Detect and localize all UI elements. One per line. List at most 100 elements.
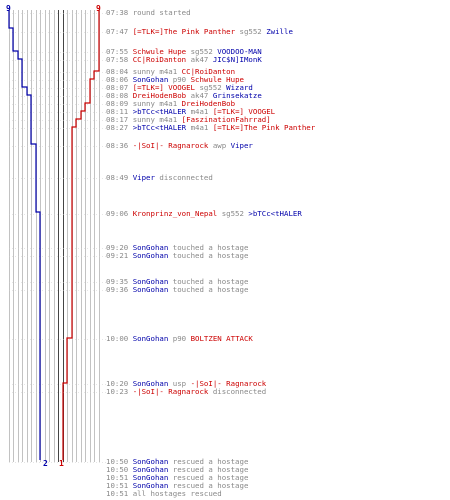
event-time: 10:51: [106, 473, 129, 482]
event-player: SonGohan: [132, 251, 169, 260]
event-row: 10:51 SonGohan rescued a hostage: [106, 482, 248, 490]
event-time: 10:20: [106, 379, 129, 388]
event-player: [=TLK=]The Pink Panther: [132, 27, 236, 36]
event-time: 07:58: [106, 55, 129, 64]
event-time: 09:06: [106, 209, 129, 218]
event-row: 08:04 sunny m4a1 CC|RoiDanton: [106, 68, 235, 76]
event-action: rescued a hostage: [172, 457, 249, 466]
event-row: 09:21 SonGohan touched a hostage: [106, 252, 248, 260]
event-victim: CC|RoiDanton: [181, 67, 236, 76]
event-player: Viper: [132, 173, 155, 182]
event-row: 09:36 SonGohan touched a hostage: [106, 286, 248, 294]
event-action: awp: [212, 141, 227, 150]
event-player: SonGohan: [132, 457, 169, 466]
event-time: 07:47: [106, 27, 129, 36]
team-red-end-count: 1: [59, 459, 64, 468]
event-victim: [=TLK=] VOOGEL: [212, 107, 276, 116]
event-player: >bTCc<tHALER: [132, 107, 187, 116]
event-action: m4a1: [190, 123, 209, 132]
event-row: 07:47 [=TLK=]The Pink Panther sg552 Zwil…: [106, 28, 293, 36]
event-row: 09:20 SonGohan touched a hostage: [106, 244, 248, 252]
event-row: 08:49 Viper disconnected: [106, 174, 213, 182]
event-time: 10:00: [106, 334, 129, 343]
event-row: 08:08 DreiHodenBob ak47 Grinsekatze: [106, 92, 262, 100]
event-victim: Wizard: [226, 83, 253, 92]
event-player: sunny: [132, 67, 155, 76]
event-player: >bTCc<tHALER: [132, 123, 187, 132]
team-blue-alive-line: [8, 10, 41, 460]
event-action: touched a hostage: [172, 277, 249, 286]
event-time: 08:27: [106, 123, 129, 132]
event-row: 07:58 CC|RoiDanton ak47 JIC$N]IMonK: [106, 56, 262, 64]
event-row: 09:35 SonGohan touched a hostage: [106, 278, 248, 286]
event-victim: -|SoI|- Ragnarock: [190, 379, 267, 388]
event-action: m4a1: [159, 67, 178, 76]
event-victim: Schwule Hupe: [190, 75, 244, 84]
event-victim: >bTCc<tHALER: [248, 209, 302, 218]
event-time: 08:04: [106, 67, 129, 76]
event-player: SonGohan: [132, 334, 169, 343]
event-victim: Viper: [230, 141, 253, 150]
event-action: touched a hostage: [172, 243, 249, 252]
event-row: 09:06 Kronprinz_von_Nepal sg552 >bTCc<tH…: [106, 210, 302, 218]
event-time: 10:51: [106, 481, 129, 490]
event-row: 08:07 [=TLK=] VOOGEL sg552 Wizard: [106, 84, 253, 92]
event-time: 09:21: [106, 251, 129, 260]
event-player: SonGohan: [132, 243, 169, 252]
event-player: CC|RoiDanton: [132, 55, 187, 64]
event-player: SonGohan: [132, 379, 169, 388]
event-action: rescued a hostage: [172, 473, 249, 482]
event-victim: Grinsekatze: [212, 91, 262, 100]
event-action: disconnected: [159, 173, 213, 182]
event-row: 10:23 -|SoI|- Ragnarock disconnected: [106, 388, 266, 396]
event-time: 09:20: [106, 243, 129, 252]
event-action: touched a hostage: [172, 251, 249, 260]
event-time: 08:17: [106, 115, 129, 124]
event-action: sg552: [221, 209, 244, 218]
event-player: sunny: [132, 115, 155, 124]
event-action: ak47: [190, 91, 209, 100]
team-blue-end-count: 2: [43, 459, 48, 468]
event-time: 09:35: [106, 277, 129, 286]
event-victim: [FaszinationFahrrad]: [181, 115, 271, 124]
event-victim: [=TLK=]The Pink Panther: [212, 123, 316, 132]
event-player: SonGohan: [132, 473, 169, 482]
event-player: SonGohan: [132, 481, 169, 490]
team-red-start-count: 9: [96, 4, 101, 13]
event-row: 07:38 round started: [106, 9, 191, 17]
event-player: [=TLK=] VOOGEL: [132, 83, 195, 92]
event-player: SonGohan: [132, 75, 169, 84]
event-action: disconnected: [212, 387, 267, 396]
event-player: -|SoI|- Ragnarock: [132, 387, 209, 396]
event-action: touched a hostage: [172, 285, 249, 294]
event-player: DreiHodenBob: [132, 91, 187, 100]
event-action: sg552: [199, 83, 222, 92]
event-time: 07:55: [106, 47, 129, 56]
event-victim: DreiHodenBob: [181, 99, 236, 108]
event-action: ak47: [190, 55, 209, 64]
event-row: 10:20 SonGohan usp -|SoI|- Ragnarock: [106, 380, 266, 388]
event-action: p90: [172, 334, 187, 343]
event-victim: Zwille: [266, 27, 293, 36]
event-player: sunny: [132, 99, 155, 108]
round-event-log: 07:38 round started 07:47 [=TLK=]The Pin…: [106, 0, 450, 500]
event-action: sg552: [190, 47, 213, 56]
event-player: SonGohan: [132, 285, 169, 294]
event-player: Kronprinz_von_Nepal: [132, 209, 218, 218]
event-time: 08:06: [106, 75, 129, 84]
event-player: SonGohan: [132, 277, 169, 286]
alive-player-graph: [8, 10, 106, 463]
event-row: 10:50 SonGohan rescued a hostage: [106, 458, 248, 466]
event-time: 08:09: [106, 99, 129, 108]
event-action: usp: [172, 379, 187, 388]
event-player: Schwule Hupe: [132, 47, 187, 56]
event-time: 08:11: [106, 107, 129, 116]
event-row: 10:51 SonGohan rescued a hostage: [106, 474, 248, 482]
event-player: -|SoI|- Ragnarock: [132, 141, 209, 150]
event-row: 08:17 sunny m4a1 [FaszinationFahrrad]: [106, 116, 271, 124]
event-action: m4a1: [190, 107, 209, 116]
event-action: m4a1: [159, 99, 178, 108]
event-row: 08:09 sunny m4a1 DreiHodenBob: [106, 100, 235, 108]
event-time: 08:07: [106, 83, 129, 92]
event-time: 08:49: [106, 173, 129, 182]
